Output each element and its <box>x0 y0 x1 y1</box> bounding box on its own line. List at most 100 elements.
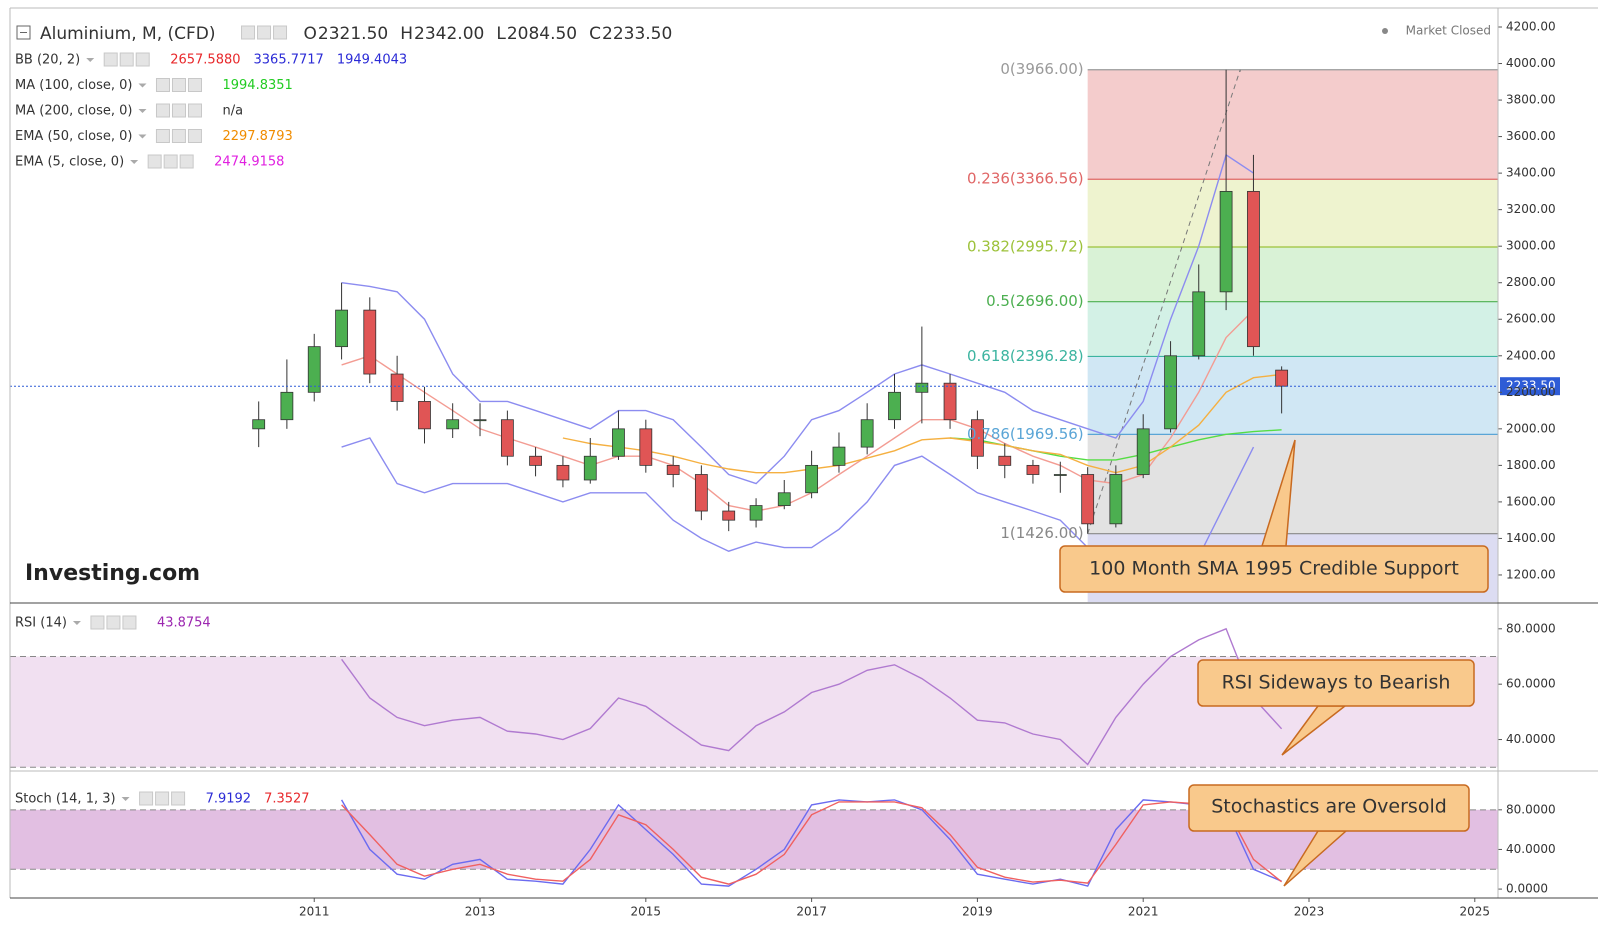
plot-area <box>10 69 1498 602</box>
fib-zone <box>1087 301 1498 357</box>
fib-label: 0(3966.00) <box>1000 60 1083 78</box>
indicator-name: RSI (14) <box>15 616 67 631</box>
legend-icon <box>147 154 162 169</box>
y-tick-label: 80.0000 <box>1506 802 1556 816</box>
y-tick-label: 2400.00 <box>1506 348 1556 362</box>
candle-body <box>307 346 321 393</box>
y-tick-label: 4000.00 <box>1506 56 1556 70</box>
y-tick-label: 1400.00 <box>1506 531 1556 545</box>
legend-icon <box>187 103 202 118</box>
indicator-value: 3365.7717 <box>254 53 324 68</box>
last-price-label: 2233.50 <box>1506 379 1556 393</box>
candle-body <box>832 446 846 466</box>
candle-body <box>1109 474 1123 525</box>
dropdown-arrow <box>86 58 95 62</box>
y-tick-label: 3400.00 <box>1506 166 1556 180</box>
y-tick-label: 2600.00 <box>1506 312 1556 326</box>
y-tick-label: 2000.00 <box>1506 421 1556 435</box>
legend-icon <box>119 52 134 67</box>
dropdown-arrow <box>138 134 147 139</box>
symbol-title: Aluminium, M, (CFD) <box>40 24 216 44</box>
legend-icon <box>135 52 150 67</box>
y-tick-label: 1600.00 <box>1506 494 1556 508</box>
indicator-value: 7.9192 <box>206 792 252 807</box>
x-tick-label: 2015 <box>631 905 662 919</box>
last-price-box <box>1500 377 1560 396</box>
candle-body <box>722 510 736 521</box>
candle-body <box>500 419 514 457</box>
fib-zone <box>1087 356 1498 435</box>
indicator-value: 1949.4043 <box>337 53 407 68</box>
dropdown-arrow <box>121 797 130 801</box>
legend-icon <box>171 103 186 118</box>
legend-icon <box>241 25 256 40</box>
legend-icon <box>122 615 137 630</box>
y-tick-label: 3200.00 <box>1506 202 1556 216</box>
candle-body <box>915 382 929 393</box>
callout-box <box>1197 659 1475 707</box>
ohlc-key: O <box>304 24 317 44</box>
ohlc-key: L <box>496 24 506 44</box>
candle-body <box>612 428 625 457</box>
candle-body <box>777 492 791 506</box>
fib-zone <box>1087 179 1498 247</box>
indicator-value: n/a <box>222 104 243 119</box>
candle-body <box>1026 464 1040 475</box>
indicator-line <box>341 801 1283 885</box>
candle-body <box>280 391 294 421</box>
collapse-icon[interactable] <box>16 25 31 40</box>
status-dot <box>1382 28 1388 34</box>
candle-body <box>694 474 708 512</box>
legend-icon <box>171 129 186 143</box>
indicator-value: 1994.8351 <box>222 78 292 93</box>
dropdown-arrow <box>138 83 147 88</box>
indicator-line <box>341 309 1254 512</box>
x-tick-label: 2023 <box>1294 905 1325 919</box>
candle-body <box>583 455 597 481</box>
candle-body <box>998 455 1012 466</box>
y-tick-label: 60.0000 <box>1506 677 1556 691</box>
candle-body <box>556 464 570 481</box>
y-tick-label: 3800.00 <box>1506 93 1556 107</box>
candle-body <box>860 419 874 448</box>
candle-body <box>1081 474 1095 525</box>
y-tick-label: 40.0000 <box>1506 842 1556 856</box>
candle-body <box>749 505 763 521</box>
indicator-name: EMA (50, close, 0) <box>15 129 132 144</box>
candle-body <box>971 419 984 457</box>
candle-body <box>473 419 487 422</box>
y-tick-label: 3000.00 <box>1506 239 1556 253</box>
y-tick-label: 2800.00 <box>1506 275 1556 289</box>
ohlc-readout: O 2321.50 H 2342.00 L 2084.50 C 2233.50 <box>304 24 673 44</box>
x-tick-label: 2025 <box>1460 905 1491 919</box>
fib-zone <box>1087 69 1498 180</box>
candle-body <box>1219 190 1233 293</box>
candle-body <box>529 455 542 466</box>
market-status: Market Closed <box>1406 24 1491 38</box>
ohlc-value: 2084.50 <box>507 24 577 44</box>
ohlc-key: H <box>400 24 413 44</box>
indicator-name: BB (20, 2) <box>15 53 80 68</box>
indicator-value: 2474.9158 <box>214 155 284 170</box>
y-tick-label: 3600.00 <box>1506 129 1556 143</box>
y-tick-label: 0.0000 <box>1506 882 1548 896</box>
y-tick-label: 2200.00 <box>1506 385 1556 399</box>
indicator-line <box>341 153 1254 485</box>
x-tick-label: 2011 <box>299 905 330 919</box>
annotation: Stochastics are Oversold <box>1211 796 1447 818</box>
candle-body <box>418 401 431 430</box>
indicator-value: 2657.5880 <box>170 53 240 68</box>
fib-zone <box>1087 246 1498 302</box>
candle-body <box>335 309 348 348</box>
fib-label: 0.236(3366.56) <box>967 170 1084 188</box>
legend-icon <box>90 615 105 630</box>
candle-body <box>1247 190 1260 348</box>
callout-box <box>1188 784 1470 832</box>
candle-body <box>1053 474 1067 476</box>
indicator-name: Stoch (14, 1, 3) <box>15 792 116 807</box>
candle-body <box>805 464 819 494</box>
x-tick-label: 2021 <box>1128 905 1159 919</box>
x-tick-label: 2019 <box>962 905 993 919</box>
candle-body <box>1164 355 1177 430</box>
